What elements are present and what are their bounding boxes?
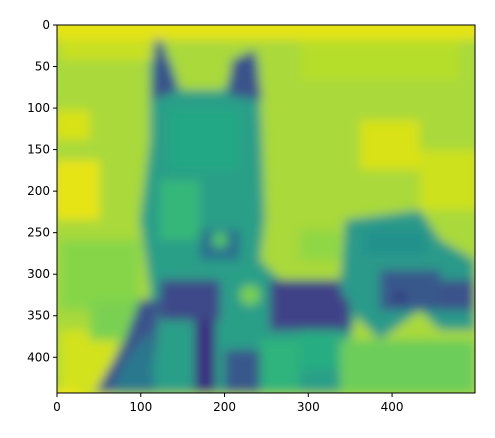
y-tick-label: 350 [27, 309, 50, 323]
y-tick-label: 150 [27, 143, 50, 157]
x-tick-label: 100 [129, 400, 152, 414]
y-tick-label: 300 [27, 267, 50, 281]
y-tick-label: 100 [27, 101, 50, 115]
heatmap-image [57, 25, 475, 393]
y-tick-label: 200 [27, 184, 50, 198]
y-tick-label: 400 [27, 350, 50, 364]
y-axis: 0 50 100 150 200 250 300 350 400 [27, 18, 57, 364]
x-tick-label: 300 [297, 400, 320, 414]
y-tick-label: 50 [35, 60, 50, 74]
x-tick-label: 0 [53, 400, 61, 414]
x-tick-label: 200 [213, 400, 236, 414]
plot-frame [56, 24, 476, 394]
y-tick-label: 250 [27, 226, 50, 240]
x-tick-label: 400 [381, 400, 404, 414]
x-axis: 0 100 200 300 400 [53, 393, 404, 414]
y-tick-label: 0 [42, 18, 50, 32]
